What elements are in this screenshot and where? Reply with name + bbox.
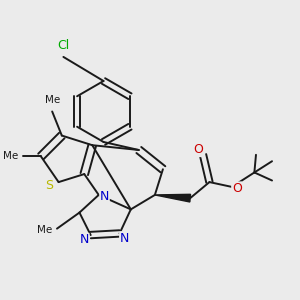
Text: Me: Me bbox=[44, 95, 60, 105]
Text: Me: Me bbox=[37, 225, 52, 235]
Text: S: S bbox=[45, 179, 53, 192]
Text: O: O bbox=[232, 182, 242, 195]
Text: N: N bbox=[80, 233, 89, 246]
Text: N: N bbox=[100, 190, 109, 203]
Text: O: O bbox=[193, 143, 203, 157]
Text: Cl: Cl bbox=[57, 39, 70, 52]
Text: N: N bbox=[120, 232, 129, 245]
Text: Me: Me bbox=[3, 152, 18, 161]
Polygon shape bbox=[155, 194, 190, 202]
